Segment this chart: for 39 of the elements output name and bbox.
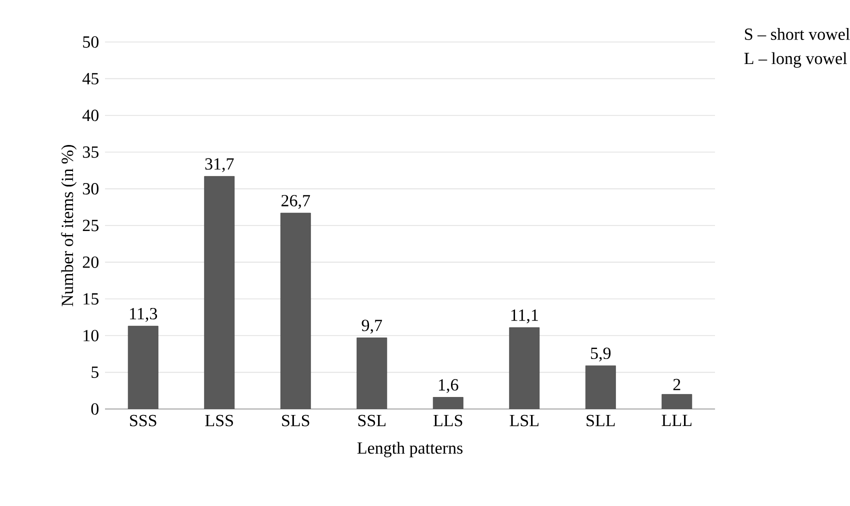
- x-tick-label: LLL: [662, 414, 692, 426]
- bar: [432, 397, 464, 409]
- x-tick-label: SLL: [586, 414, 615, 426]
- data-label: 5,9: [590, 348, 611, 362]
- data-label: 1,6: [438, 379, 458, 394]
- y-tick-label: 15: [84, 293, 98, 305]
- x-tick-label: SSL: [358, 414, 386, 426]
- x-tick-label: SSS: [130, 414, 156, 426]
- text: L – long vowel: [744, 52, 847, 68]
- y-axis-title: Number of items (in %): [61, 145, 77, 306]
- x-axis-title: Length patterns: [357, 442, 463, 458]
- y-tick-label: 40: [82, 110, 98, 122]
- data-label: 11,1: [511, 309, 538, 324]
- y-tick-label: 25: [82, 220, 98, 232]
- x-tick-label: SLS: [282, 414, 310, 426]
- data-label: 9,7: [362, 320, 382, 334]
- data-label: 31,7: [205, 158, 234, 172]
- y-tick-label: 20: [82, 256, 98, 268]
- y-tick-label: 5: [92, 366, 98, 378]
- bar: [204, 176, 235, 409]
- bar: [662, 394, 692, 409]
- y-tick-label: 30: [82, 183, 98, 195]
- bar: [585, 365, 616, 409]
- x-tick-label: LSL: [510, 414, 538, 426]
- bar: [356, 338, 388, 409]
- data-label: 26,7: [282, 194, 310, 209]
- y-tick-label: 10: [84, 330, 98, 342]
- bar: [509, 327, 540, 409]
- x-tick-label: LSS: [205, 414, 233, 426]
- bar: [128, 326, 158, 409]
- data-label: 2: [673, 378, 680, 390]
- y-tick-label: 50: [83, 36, 98, 48]
- y-tick-label: 0: [91, 403, 98, 415]
- x-tick-label: LLS: [434, 414, 462, 426]
- text: S – short vowel: [745, 28, 850, 40]
- y-tick-label: 45: [82, 73, 98, 84]
- data-label: 11,3: [130, 308, 158, 322]
- y-tick-label: 35: [82, 146, 98, 158]
- bar: [280, 212, 311, 409]
